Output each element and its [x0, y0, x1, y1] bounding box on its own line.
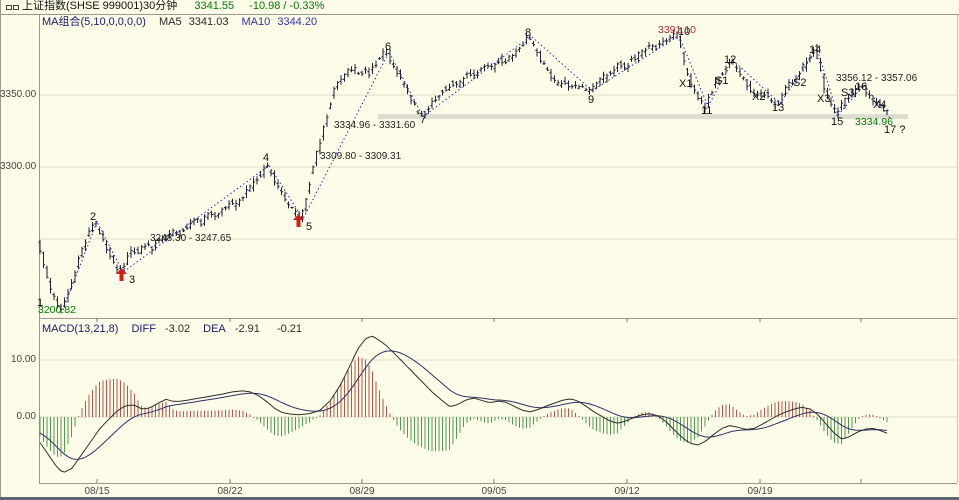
buy-signal-arrow-icon: [293, 214, 304, 227]
subwave-label-S2: S2: [793, 77, 807, 89]
price-change: -10.98 / -0.33%: [249, 0, 325, 12]
ma-indicator-header: MA组合(5,10,0,0,0,0) MA5 3341.03 MA10 3344…: [42, 16, 327, 28]
price-flag: 3334.96: [855, 116, 893, 128]
date-axis-label: 08/15: [84, 486, 110, 497]
diff-value: -3.02: [165, 323, 191, 335]
dea-label: DEA: [203, 323, 226, 335]
macd-label: MACD(13,21,8): [42, 323, 119, 335]
wave-label-8: 8: [525, 27, 532, 39]
price-flag: 3391.10: [658, 24, 696, 36]
ohlc-bars: [38, 29, 889, 314]
gap-annotation: 3334.96 - 3331.60: [334, 120, 416, 131]
window-link-icon[interactable]: [6, 3, 20, 12]
price-axis-label: 3300.00: [0, 161, 37, 172]
date-axis-label: 08/22: [217, 486, 243, 497]
ma5-value: 3341.03: [188, 16, 229, 28]
subwave-label-X2: X2: [752, 91, 766, 103]
ma-combo-label: MA组合(5,10,0,0,0,0): [42, 16, 146, 28]
gap-annotation: 3248.30 - 3247.65: [150, 233, 232, 244]
last-price: 3341.55: [194, 0, 235, 12]
wave-label-6: 6: [385, 41, 392, 53]
elliott-zigzag-line: [62, 35, 892, 310]
ma10-label: MA10: [241, 16, 271, 28]
price-band: [378, 114, 908, 120]
wave-label-11: 11: [701, 105, 713, 117]
wave-label-10: 10: [678, 26, 691, 38]
title-bar: 上证指数(SHSE 999001)30分钟 3341.55 -10.98 / -…: [0, 0, 959, 15]
subwave-label-S1: S1: [715, 75, 729, 87]
date-axis-label: 09/05: [481, 486, 507, 497]
wave-label-12: 12: [724, 54, 737, 66]
macd-diff-line: [39, 335, 888, 473]
diff-label: DIFF: [131, 323, 156, 335]
wave-label-5: 5: [306, 221, 313, 233]
macd-indicator-header: MACD(13,21,8) DIFF -3.02 DEA -2.91 -0.21: [42, 323, 312, 335]
subwave-label-X4: X4: [873, 99, 887, 111]
ma5-label: MA5: [159, 16, 182, 28]
date-axis-label: 09/19: [747, 486, 773, 497]
macd-histogram-positive: [78, 356, 877, 417]
instrument-title: 上证指数(SHSE 999001)30分钟: [22, 0, 178, 12]
macd-axis-label: 0.00: [16, 411, 36, 422]
wave-label-7: 7: [420, 114, 427, 126]
gap-annotation: 3356.12 - 3357.06: [836, 73, 918, 84]
wave-label-14: 14: [809, 44, 822, 56]
subwave-label-X1: X1: [679, 78, 693, 90]
price-flag: 3200.82: [38, 304, 76, 316]
wave-label-3: 3: [129, 274, 136, 286]
subwave-label-S3: S3: [841, 87, 855, 99]
window-bottom-edge: [0, 497, 959, 500]
wave-label-15: 15: [831, 116, 844, 128]
wave-label-13: 13: [772, 102, 785, 114]
wave-label-1: 1: [37, 297, 44, 309]
buy-signal-arrow-icon: [116, 268, 127, 281]
macd-axis-label: 10.00: [10, 354, 36, 365]
macd-hist-value: -0.21: [276, 323, 303, 335]
subwave-label-X3: X3: [817, 93, 831, 105]
macd-histogram-negative: [39, 417, 888, 457]
price-axis-label: 3350.00: [0, 89, 37, 100]
wave-label-16: 16: [855, 81, 868, 93]
wave-label-9: 9: [588, 94, 595, 106]
gap-annotation: 3309.80 - 3309.31: [320, 151, 402, 162]
date-axis-label: 09/12: [614, 486, 640, 497]
dea-value: -2.91: [234, 323, 260, 335]
macd-dea-line: [39, 350, 888, 460]
wave-label-17?: 17 ?: [884, 124, 906, 136]
date-axis-label: 08/29: [349, 486, 375, 497]
wave-label-2: 2: [90, 211, 97, 223]
ma10-value: 3344.20: [277, 16, 318, 28]
wave-label-4: 4: [263, 152, 270, 164]
